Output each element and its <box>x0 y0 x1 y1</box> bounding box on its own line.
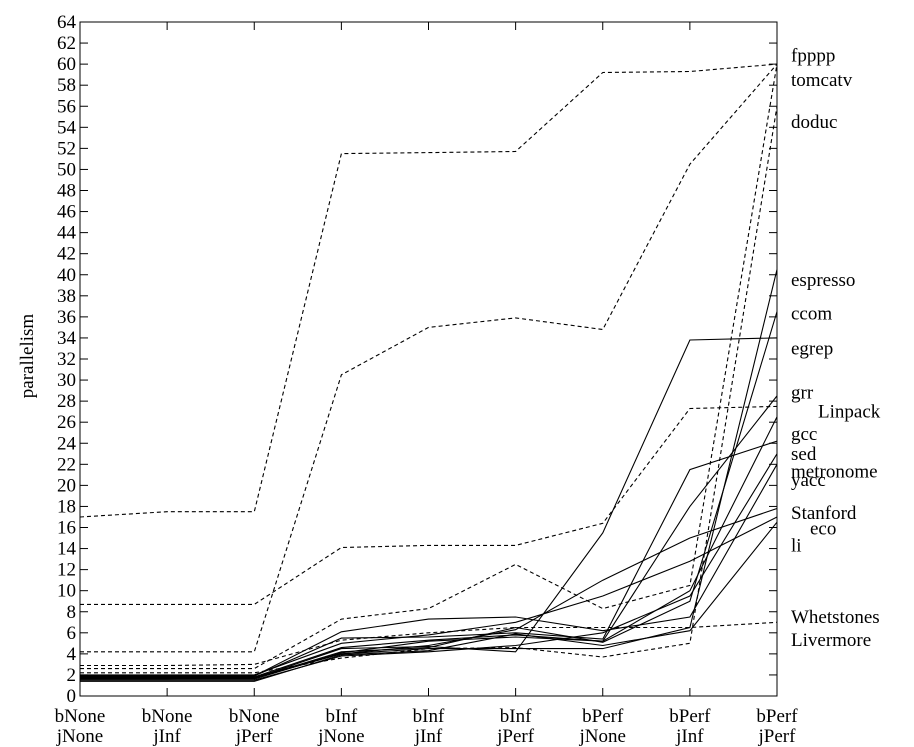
series-line-gcc <box>80 416 778 680</box>
y-tick-label: 36 <box>57 307 76 328</box>
series-label-fpppp: fpppp <box>791 46 835 67</box>
x-tick-label-top: bInf <box>413 706 445 727</box>
x-tick-label-bottom: jInf <box>414 726 443 747</box>
x-tick-label-bottom: jInf <box>675 726 704 747</box>
y-tick-label: 30 <box>57 370 76 391</box>
y-tick-label: 40 <box>57 265 76 286</box>
series-line-sed <box>80 440 778 677</box>
y-tick-label: 8 <box>67 602 77 623</box>
series-label-whetstones: Whetstones <box>791 607 880 628</box>
series-line-ccom <box>80 311 778 680</box>
series-line-fpppp <box>80 64 778 670</box>
x-tick-label-top: bNone <box>142 706 193 727</box>
x-tick-label-bottom: jPerf <box>235 726 274 747</box>
y-tick-label: 44 <box>57 223 77 244</box>
series-label-egrep: egrep <box>791 338 833 359</box>
y-tick-label: 54 <box>57 117 77 138</box>
y-tick-label: 64 <box>57 12 77 33</box>
series-label-espresso: espresso <box>791 270 855 291</box>
series-line-whetstones <box>80 621 778 667</box>
y-tick-label: 18 <box>57 496 76 517</box>
y-tick-label: 28 <box>57 391 76 412</box>
x-tick-label-top: bPerf <box>669 706 711 727</box>
y-tick-label: 32 <box>57 349 76 370</box>
y-tick-label: 46 <box>57 202 76 223</box>
series-line-linpack <box>80 405 778 605</box>
x-tick-label-top: bPerf <box>756 706 798 727</box>
x-tick-label-top: bNone <box>229 706 280 727</box>
y-tick-label: 60 <box>57 54 76 75</box>
series-line-tomcatv <box>79 63 778 518</box>
series-line-espresso <box>80 269 778 679</box>
x-tick-label-bottom: jPerf <box>758 726 797 747</box>
series-label-tomcatv: tomcatv <box>791 70 853 91</box>
y-tick-label: 34 <box>57 328 77 349</box>
y-tick-label: 20 <box>57 475 76 496</box>
series-label-ccom: ccom <box>791 304 832 325</box>
y-tick-label: 56 <box>57 96 76 117</box>
series-label-stanford: Stanford <box>791 503 857 524</box>
series-label-grr: grr <box>791 383 814 404</box>
y-tick-label: 52 <box>57 138 76 159</box>
series-label-linpack: Linpack <box>818 402 881 423</box>
y-tick-label: 12 <box>57 560 76 581</box>
plot-area-frame <box>79 21 778 697</box>
series-line-livermore <box>80 516 778 676</box>
x-tick-label-bottom: jNone <box>579 726 626 747</box>
x-tick-label-bottom: jNone <box>317 726 364 747</box>
y-tick-label: 22 <box>57 454 76 475</box>
series-label-li: li <box>791 535 802 556</box>
y-tick-label: 2 <box>67 665 77 686</box>
series-label-eco: eco <box>810 519 836 540</box>
series-line-eco <box>80 507 778 679</box>
series-label-sed: sed <box>791 444 817 465</box>
series-line-metronome <box>80 453 778 681</box>
x-tick-label-bottom: jInf <box>152 726 181 747</box>
y-tick-label: 62 <box>57 33 76 54</box>
x-tick-label-top: bInf <box>326 706 358 727</box>
series-label-gcc: gcc <box>791 424 817 445</box>
series-label-metronome: metronome <box>791 462 878 483</box>
x-tick-label-top: bPerf <box>582 706 624 727</box>
x-tick-label-top: bNone <box>55 706 106 727</box>
y-tick-label: 58 <box>57 75 76 96</box>
series-line-li <box>80 521 778 682</box>
series-label-yacc: yacc <box>791 470 826 491</box>
y-tick-label: 4 <box>67 644 77 665</box>
y-tick-label: 6 <box>67 623 77 644</box>
series-label-livermore: Livermore <box>791 630 871 651</box>
series-label-doduc: doduc <box>791 112 837 133</box>
y-tick-label: 48 <box>57 181 76 202</box>
y-tick-label: 50 <box>57 159 76 180</box>
series-line-stanford <box>80 63 778 653</box>
x-tick-label-top: bInf <box>500 706 532 727</box>
y-tick-label: 14 <box>57 539 77 560</box>
y-tick-label: 10 <box>57 581 76 602</box>
y-tick-label: 38 <box>57 286 76 307</box>
y-tick-label: 0 <box>67 686 77 707</box>
series-line-yacc <box>80 464 778 678</box>
series-line-doduc <box>80 106 778 674</box>
y-tick-label: 16 <box>57 518 76 539</box>
y-tick-label: 42 <box>57 244 76 265</box>
x-tick-label-bottom: jNone <box>56 726 103 747</box>
y-tick-label: 26 <box>57 412 76 433</box>
y-axis-title: parallelism <box>17 314 38 399</box>
x-tick-label-bottom: jPerf <box>496 726 535 747</box>
y-tick-label: 24 <box>57 433 77 454</box>
